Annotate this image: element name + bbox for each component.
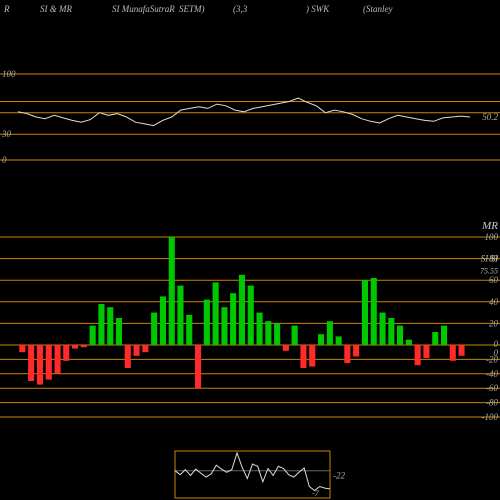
bar [415,345,421,365]
bar [46,345,52,380]
axis-label: -20 [486,354,498,364]
bar [371,278,377,345]
axis-label: 40 [489,297,499,307]
bar [265,321,271,345]
header-label: (Stanley [363,4,393,14]
bar [125,345,131,368]
axis-label: 100 [2,69,16,79]
axis-label: 20 [489,318,499,328]
axis-label: -80 [486,398,498,408]
bar [274,323,280,345]
axis-label: 0 [2,155,7,165]
bar [397,326,403,345]
bar [459,345,465,356]
bar [116,318,122,345]
header-label: SI & MR [40,4,72,14]
bar [151,313,157,345]
bar [186,315,192,345]
bar [327,321,333,345]
header-label: SI MunafaSutraR [112,4,175,14]
bar [344,345,350,363]
bar [134,345,140,356]
bar [292,326,298,345]
background [0,0,500,500]
axis-label: 30 [1,129,12,139]
bar [450,345,456,361]
bar [204,300,210,345]
axis-label: 100 [485,232,499,242]
si-value-label: 75.55 [480,266,498,275]
bar [230,293,236,345]
header-label: ) SWK [305,4,330,14]
axis-label: 60 [489,275,499,285]
header-label: SETM) [179,4,205,14]
mr-label: MR [481,220,498,232]
axis-label: -100 [482,412,499,422]
bar [63,345,69,361]
bar [37,345,43,385]
bar [380,313,386,345]
bar [239,275,245,345]
bar [98,304,104,345]
bar [441,326,447,345]
bar [336,336,342,345]
bar [213,282,219,345]
mini-minor-label: -7 [312,489,320,498]
bar [248,286,254,345]
bar [423,345,429,358]
bar [81,345,87,347]
bar [19,345,25,352]
chart-root: R SI & MR SI MunafaSutraR SETM) (3,3 ) SWK (St… [0,0,500,500]
header-label: R [3,4,10,14]
bar [160,296,166,345]
bar [353,345,359,357]
bar [90,326,96,345]
bar [221,307,227,345]
bar [300,345,306,368]
mini-value-label: -22 [333,471,345,481]
bar [28,345,34,381]
axis-label: -60 [486,383,498,393]
bar [309,345,315,367]
bar [55,345,61,374]
bar [388,318,394,345]
bar [318,334,324,345]
bar [432,332,438,345]
bar [257,313,263,345]
bar [195,345,201,388]
axis-label: 50.2 [482,112,498,122]
bar [362,280,368,345]
chart-svg: R SI & MR SI MunafaSutraR SETM) (3,3 ) SWK (St… [0,0,500,500]
axis-label: -40 [486,369,498,379]
bar [107,307,113,345]
bar [406,340,412,345]
si-label: SI SI [481,254,499,264]
bar [177,286,183,345]
bar [72,345,78,349]
bar [283,345,289,351]
header-label: (3,3 [233,4,248,14]
bar [169,237,175,345]
bar [142,345,148,352]
